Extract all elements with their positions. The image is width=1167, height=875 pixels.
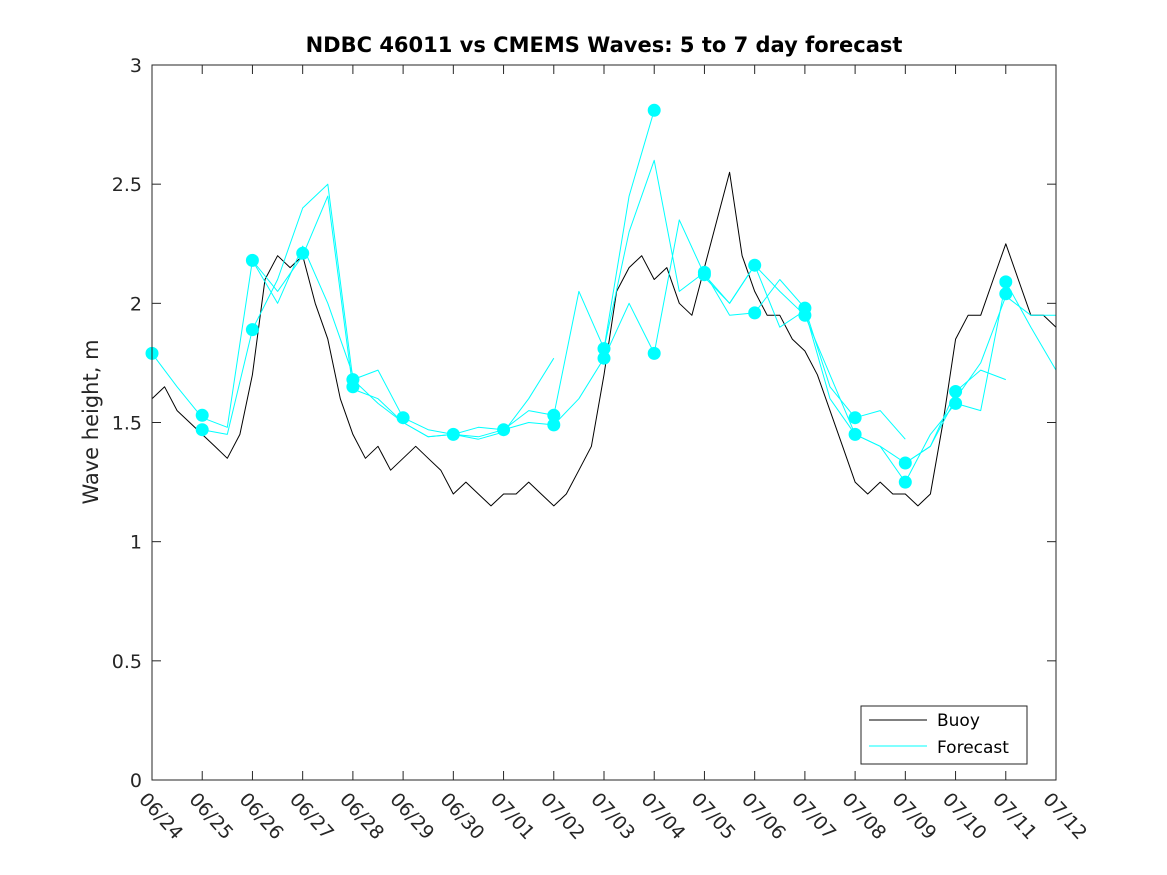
plot-area (152, 65, 1056, 780)
forecast-marker (697, 268, 711, 282)
y-axis-title: Wave height, m (79, 339, 103, 504)
legend: Buoy Forecast (860, 705, 1028, 765)
y-tick-label: 0 (130, 770, 142, 792)
forecast-marker (245, 323, 259, 337)
plot-background (152, 65, 1056, 780)
legend-label-buoy: Buoy (937, 711, 980, 731)
y-tick-label: 1 (130, 532, 142, 554)
y-tick-label: 1.5 (112, 413, 142, 435)
y-tick-label: 2.5 (112, 174, 142, 196)
forecast-marker (346, 380, 360, 394)
forecast-marker (597, 351, 611, 365)
forecast-marker (245, 253, 259, 267)
chart-title: NDBC 46011 vs CMEMS Waves: 5 to 7 day fo… (306, 33, 903, 57)
legend-box (860, 705, 1028, 765)
forecast-marker (647, 346, 661, 360)
forecast-marker (848, 427, 862, 441)
forecast-marker (195, 423, 209, 437)
y-tick-label: 3 (130, 55, 142, 77)
forecast-marker (949, 385, 963, 398)
forecast-marker (497, 423, 511, 437)
y-tick-label: 2 (130, 293, 142, 315)
forecast-marker (748, 258, 762, 272)
forecast-marker (647, 103, 661, 117)
forecast-marker (898, 456, 912, 470)
forecast-marker (446, 427, 460, 441)
forecast-marker (396, 411, 410, 425)
forecast-marker (547, 408, 561, 422)
legend-label-forecast: Forecast (937, 738, 1009, 758)
forecast-series-line-9 (905, 295, 1056, 464)
forecast-marker (999, 287, 1013, 301)
forecast-marker (547, 418, 561, 432)
forecast-marker (296, 246, 310, 260)
forecast-marker (848, 411, 862, 425)
forecast-markers (145, 103, 1013, 489)
forecast-marker (748, 306, 762, 320)
y-tick-label: 0.5 (112, 651, 142, 673)
forecast-marker (999, 275, 1013, 289)
forecast-marker (798, 308, 812, 322)
forecast-marker (949, 396, 963, 410)
forecast-series-line-8 (804, 281, 1057, 483)
forecast-marker (597, 342, 611, 356)
forecast-marker (898, 475, 912, 489)
forecast-marker (195, 408, 209, 422)
